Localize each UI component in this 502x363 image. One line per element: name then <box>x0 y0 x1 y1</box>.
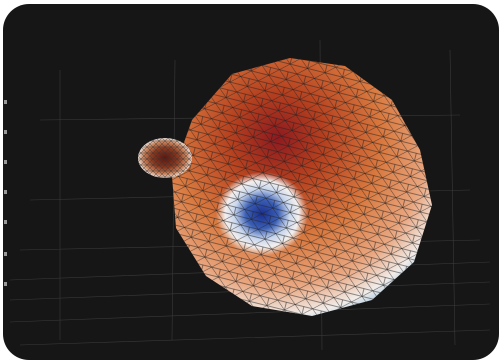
small-mesh-body <box>138 138 192 178</box>
axis-ticks <box>4 100 7 286</box>
large-mesh-body <box>172 58 432 316</box>
